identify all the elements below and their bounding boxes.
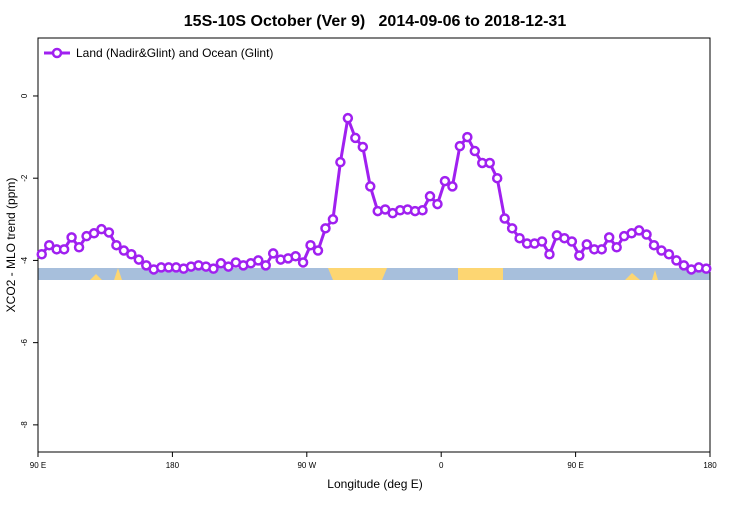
data-point: [603, 232, 615, 243]
legend-label: Land (Nadir&Glint) and Ocean (Glint): [76, 46, 273, 60]
x-tick-label: 90 W: [297, 461, 316, 470]
data-point: [66, 232, 77, 243]
data-point: [58, 244, 70, 255]
plot-frame: [37, 37, 711, 453]
data-point: [447, 181, 458, 192]
data-point: [357, 141, 369, 153]
y-tick-label: -6: [20, 339, 29, 347]
data-point: [648, 239, 660, 251]
x-tick-label: 0: [439, 461, 444, 470]
data-point: [596, 244, 607, 255]
data-point: [208, 263, 219, 274]
y-tick-label: -8: [20, 421, 29, 429]
y-axis-label: XCO2 - MLO trend (ppm): [4, 178, 18, 313]
data-point: [462, 131, 473, 143]
data-point: [678, 260, 690, 271]
y-tick-label: -2: [20, 174, 29, 182]
data-point: [43, 239, 55, 251]
data-point: [484, 157, 495, 169]
x-axis-label: Longitude (deg E): [327, 477, 422, 491]
data-point: [581, 239, 593, 250]
data-point: [297, 257, 309, 268]
data-point: [454, 140, 466, 152]
legend-marker: [51, 47, 63, 59]
data-point: [253, 255, 264, 266]
data-point: [320, 223, 331, 234]
data-point: [417, 205, 428, 216]
data-point: [574, 250, 585, 261]
y-tick-label: -4: [20, 256, 29, 264]
x-tick-label: 90 E: [30, 461, 46, 470]
data-point: [365, 181, 376, 192]
data-point: [111, 239, 122, 251]
series-line: [40, 112, 707, 272]
data-point: [663, 249, 675, 260]
data-point: [506, 223, 518, 234]
data-point: [499, 213, 510, 224]
data-point: [566, 236, 578, 247]
data-point: [671, 255, 682, 266]
legend: Land (Nadir&Glint) and Ocean (Glint): [44, 46, 273, 60]
data-point: [327, 214, 339, 225]
data-point: [73, 242, 85, 253]
data-point: [611, 242, 622, 253]
data-point: [633, 225, 645, 236]
data-point: [536, 236, 548, 247]
data-point: [260, 260, 271, 271]
data-point: [223, 261, 234, 272]
x-tick-label: 90 E: [567, 461, 583, 470]
data-point: [88, 228, 100, 239]
data-point: [701, 263, 712, 274]
data-point: [491, 172, 503, 184]
data-point: [290, 251, 301, 262]
data-point: [141, 260, 152, 271]
data-point: [641, 229, 652, 240]
data-point: [342, 112, 354, 124]
data-point: [312, 245, 324, 256]
x-tick-label: 180: [166, 461, 180, 470]
data-point: [424, 191, 436, 202]
data-point: [439, 175, 451, 187]
data-point: [126, 249, 137, 260]
data-point: [432, 198, 443, 210]
data-point: [514, 232, 525, 244]
x-tick-label: 180: [703, 461, 717, 470]
y-tick-label: 0: [20, 93, 29, 98]
data-point: [305, 239, 316, 251]
data-point: [350, 132, 361, 144]
data-point: [267, 248, 279, 259]
land-ocean-band: [38, 268, 710, 280]
data-point: [133, 254, 145, 265]
data-point: [36, 249, 47, 260]
data-point: [103, 227, 115, 238]
data-point: [335, 156, 346, 168]
data-point: [544, 249, 555, 260]
data-point: [469, 145, 481, 157]
chart-title: 15S-10S October (Ver 9) 2014-09-06 to 20…: [184, 13, 567, 30]
